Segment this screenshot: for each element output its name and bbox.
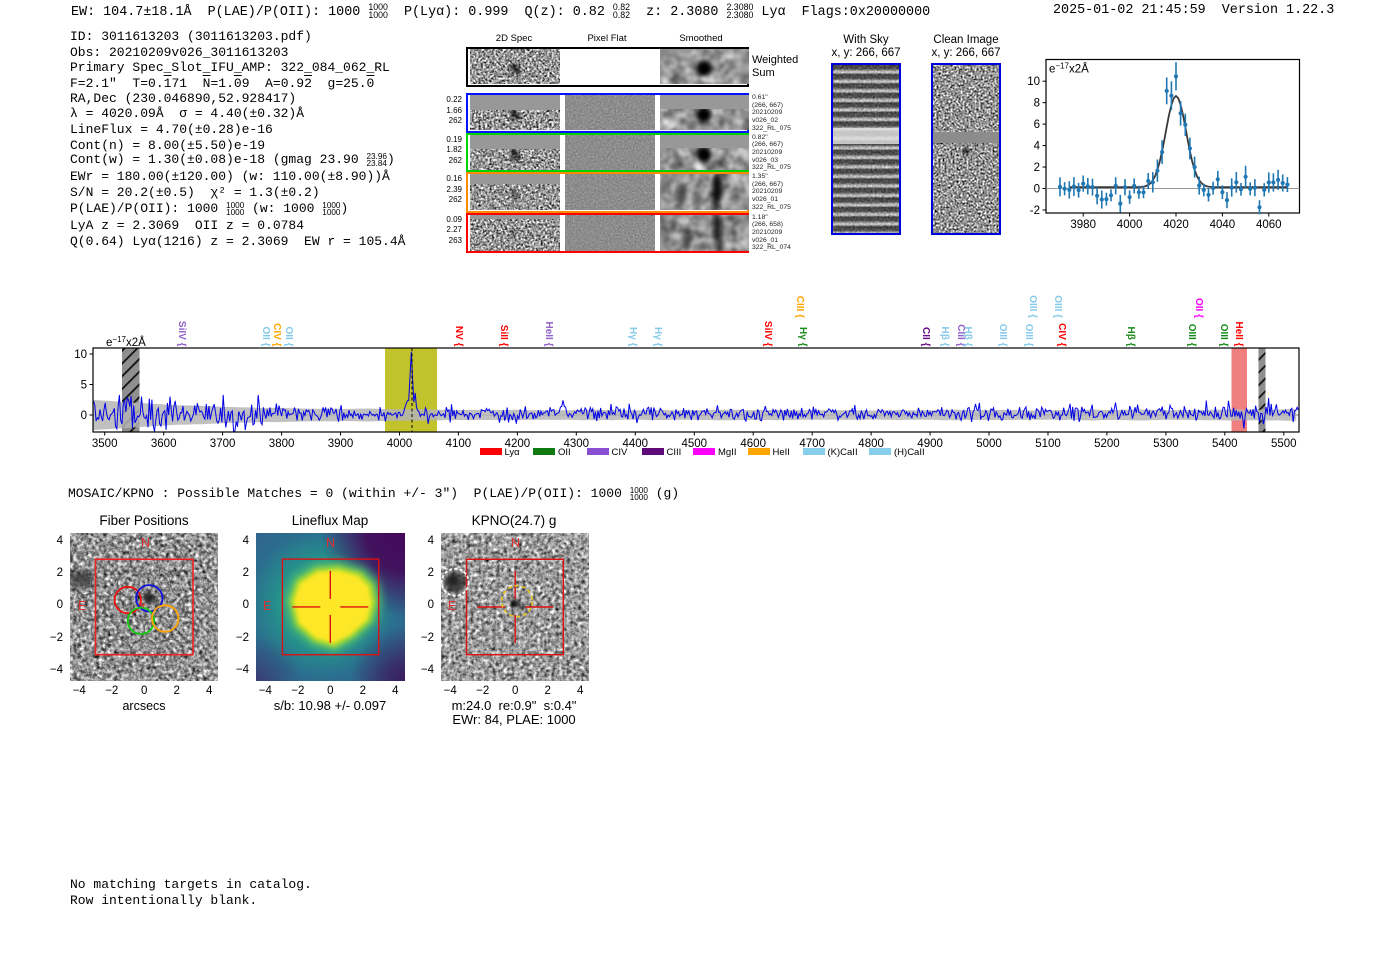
svg-text:CIII {: CIII {	[794, 296, 805, 318]
svg-text:5300: 5300	[1153, 438, 1179, 450]
svg-text:-2: -2	[1030, 205, 1040, 217]
svg-text:Hγ {: Hγ {	[627, 327, 638, 347]
svg-text:5200: 5200	[1094, 438, 1120, 450]
svg-text:OIII {: OIII {	[1023, 324, 1034, 347]
svg-text:OIII {: OIII {	[997, 324, 1008, 347]
svg-text:4: 4	[1034, 141, 1041, 153]
svg-text:4000: 4000	[1117, 219, 1143, 231]
svg-text:Hβ {: Hβ {	[939, 327, 950, 347]
svg-text:CIV {: CIV {	[1056, 323, 1067, 346]
svg-text:4060: 4060	[1256, 219, 1282, 231]
svg-text:4100: 4100	[446, 438, 472, 450]
svg-text:CII {: CII {	[920, 327, 931, 347]
svg-text:5400: 5400	[1212, 438, 1238, 450]
svg-text:4500: 4500	[682, 438, 708, 450]
svg-text:4000: 4000	[387, 438, 413, 450]
svg-text:3600: 3600	[151, 438, 177, 450]
svg-text:5: 5	[81, 380, 87, 392]
svg-text:Hβ {: Hβ {	[962, 327, 973, 347]
svg-text:OII {: OII {	[260, 326, 271, 346]
svg-text:5100: 5100	[1035, 438, 1061, 450]
svg-text:3700: 3700	[210, 438, 236, 450]
svg-text:3980: 3980	[1070, 219, 1096, 231]
svg-text:5000: 5000	[976, 438, 1002, 450]
svg-text:4020: 4020	[1163, 219, 1189, 231]
svg-text:4040: 4040	[1210, 219, 1236, 231]
svg-text:Hγ {: Hγ {	[797, 327, 808, 347]
svg-text:5500: 5500	[1271, 438, 1297, 450]
svg-text:HeII {: HeII {	[543, 321, 554, 346]
svg-text:Hγ {: Hγ {	[652, 327, 663, 347]
svg-text:10: 10	[74, 349, 87, 361]
svg-text:6: 6	[1034, 119, 1040, 131]
svg-text:+: +	[140, 600, 146, 611]
svg-text:CIII {: CIII {	[955, 324, 966, 346]
svg-text:OIII {: OIII {	[1186, 324, 1197, 347]
svg-text:HeII {: HeII {	[1233, 321, 1244, 346]
svg-text:3900: 3900	[328, 438, 354, 450]
svg-text:4800: 4800	[858, 438, 884, 450]
svg-text:3500: 3500	[92, 438, 118, 450]
svg-text:2: 2	[1034, 162, 1040, 174]
svg-text:4600: 4600	[740, 438, 766, 450]
svg-text:OIII {: OIII {	[1218, 324, 1229, 347]
svg-text:CIV {: CIV {	[271, 323, 282, 346]
svg-text:0: 0	[1034, 184, 1040, 196]
svg-text:4700: 4700	[799, 438, 825, 450]
svg-text:SiIV {: SiIV {	[762, 321, 773, 347]
svg-text:OIII {: OIII {	[1052, 295, 1063, 318]
svg-text:e−17x2Å: e−17x2Å	[1049, 62, 1089, 76]
svg-text:8: 8	[1034, 98, 1040, 110]
svg-text:OIII {: OIII {	[1027, 295, 1038, 318]
svg-text:10: 10	[1027, 76, 1040, 88]
svg-text:SiIV {: SiIV {	[176, 321, 187, 347]
svg-text:4200: 4200	[505, 438, 531, 450]
svg-text:3800: 3800	[269, 438, 295, 450]
svg-text:NV {: NV {	[453, 326, 464, 347]
svg-text:4300: 4300	[564, 438, 590, 450]
svg-text:SiII {: SiII {	[498, 325, 509, 347]
svg-text:Hβ {: Hβ {	[1125, 327, 1136, 347]
svg-text:4400: 4400	[623, 438, 649, 450]
svg-text:OII {: OII {	[1193, 298, 1204, 318]
svg-text:OII {: OII {	[283, 326, 294, 346]
svg-text:0: 0	[81, 410, 87, 422]
svg-text:4900: 4900	[917, 438, 943, 450]
